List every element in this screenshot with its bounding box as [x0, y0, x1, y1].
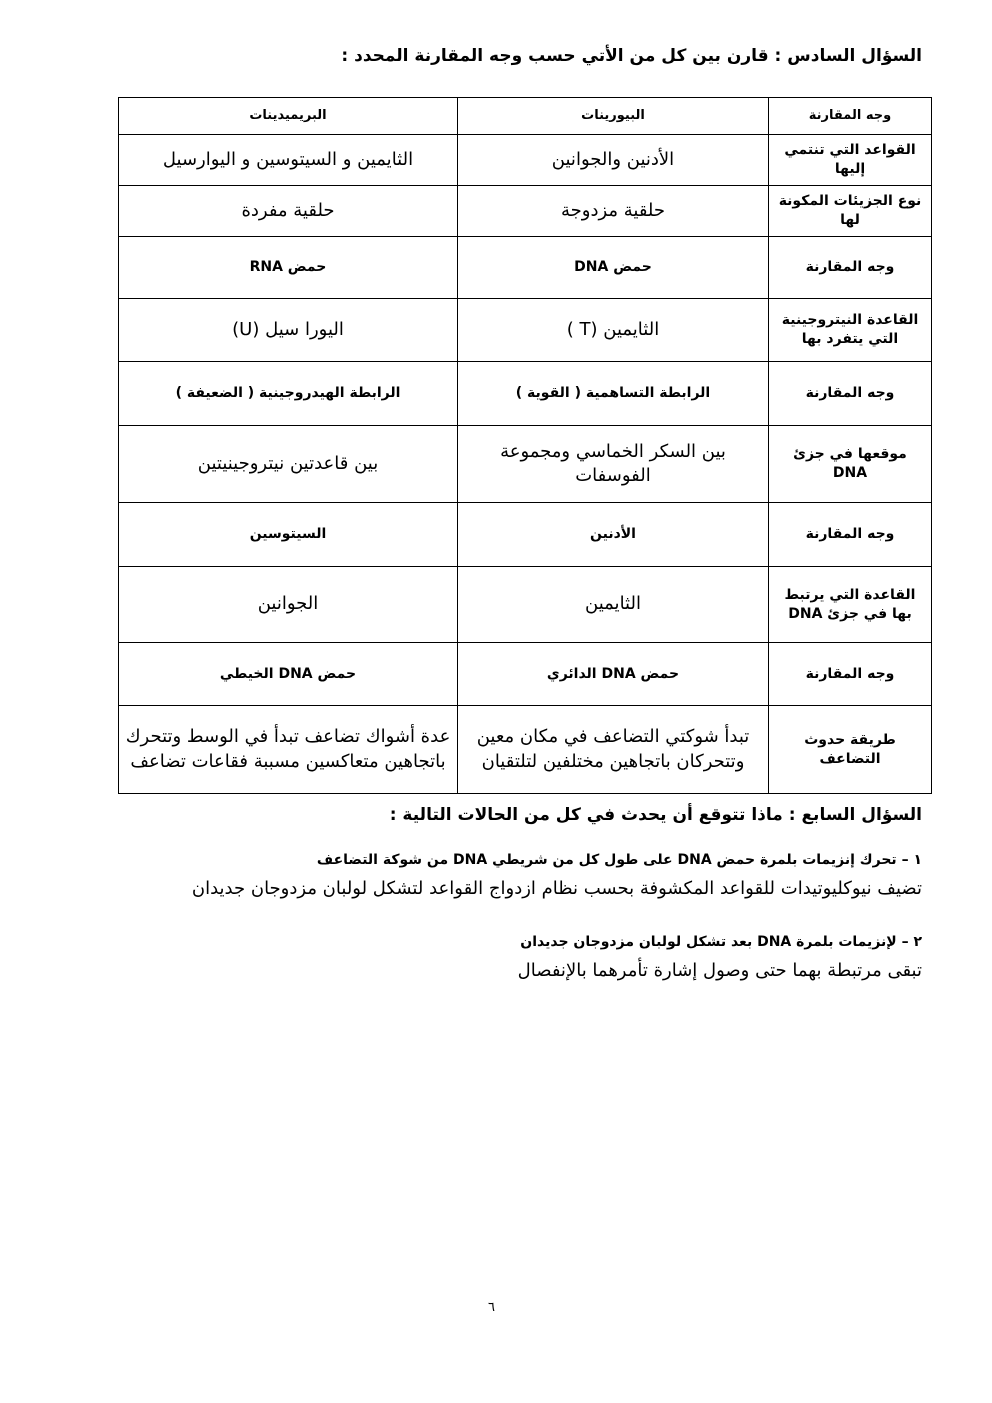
question-6-title: السؤال السادس : قارن بين كل من الأتي حسب… [341, 46, 922, 66]
cell-left: حمض DNA الخيطي [118, 642, 458, 706]
table-row: وجه المقارنة حمض DNA الدائري حمض DNA الخيط… [118, 642, 932, 706]
cell-mid: الأدنين [457, 502, 769, 567]
cell-mid: بين السكر الخماسي ومجموعة الفوسفات [457, 425, 769, 503]
cell-label: وجه المقارنة [768, 642, 932, 706]
cell-mid: البيورينات [457, 97, 769, 135]
cell-label: القاعدة التي يرتبط بها في جزئ DNA [768, 566, 932, 643]
q7-item-2-answer: تبقى مرتبطة بهما حتى وصول إشارة تأمرهما … [517, 960, 922, 981]
cell-left: الثايمين و السيتوسين و اليوارسيل [118, 134, 458, 186]
cell-mid: حمض DNA [457, 236, 769, 299]
table-row: القواعد التي تنتمي إليها الأدنين والجواني… [118, 134, 932, 186]
table-row: موقعها في جزئ DNA بين السكر الخماسي ومجمو… [118, 425, 932, 503]
comparison-table: وجه المقارنة البيورينات البريميدينات القواع… [118, 97, 932, 794]
cell-left: عدة أشواك تضاعف تبدأ في الوسط وتتحرك بات… [118, 705, 458, 794]
cell-label: وجه المقارنة [768, 361, 932, 426]
cell-label: القاعدة النيتروجينية التي يتفرد بها [768, 298, 932, 362]
cell-left: حلقية مفردة [118, 185, 458, 237]
cell-label: وجه المقارنة [768, 236, 932, 299]
cell-mid: الثايمين [457, 566, 769, 643]
cell-left: الجوانين [118, 566, 458, 643]
cell-left: الرابطة الهيدروجينية ( الضعيفة ) [118, 361, 458, 426]
cell-mid: الأدنين والجوانين [457, 134, 769, 186]
cell-mid: الثايمين (T ) [457, 298, 769, 362]
question-7-title: السؤال السابع : ماذا تتوقع أن يحدث في كل… [389, 805, 922, 825]
cell-left: بين قاعدتين نيتروجينيتين [118, 425, 458, 503]
cell-left: حمض RNA [118, 236, 458, 299]
q7-item-1-question: ١ – تحرك إنزيمات بلمرة حمض DNA على طول ك… [316, 852, 922, 868]
cell-left: اليورا سيل (U) [118, 298, 458, 362]
cell-left: السيتوسين [118, 502, 458, 567]
cell-mid: تبدأ شوكتي التضاعف في مكان معين وتتحركان… [457, 705, 769, 794]
cell-mid: حمض DNA الدائري [457, 642, 769, 706]
cell-label: القواعد التي تنتمي إليها [768, 134, 932, 186]
cell-mid: حلقية مزدوجة [457, 185, 769, 237]
table-row: وجه المقارنة البيورينات البريميدينات [118, 97, 932, 135]
q7-item-1-answer: تضيف نيوكليوتيدات للقواعد المكشوفة بحسب … [191, 878, 922, 899]
table-row: طريقة حدوث التضاعف تبدأ شوكتي التضاعف في … [118, 705, 932, 794]
q7-item-2-question: ٢ – لإنزيمات بلمرة DNA بعد تشكل لولبان م… [520, 934, 922, 950]
table-row: وجه المقارنة الأدنين السيتوسين [118, 502, 932, 567]
table-row: وجه المقارنة الرابطة التساهمية ( القوية )… [118, 361, 932, 426]
table-row: القاعدة النيتروجينية التي يتفرد بها الثاي… [118, 298, 932, 362]
table-row: وجه المقارنة حمض DNA حمض RNA [118, 236, 932, 299]
cell-label: وجه المقارنة [768, 97, 932, 135]
cell-label: طريقة حدوث التضاعف [768, 705, 932, 794]
cell-label: وجه المقارنة [768, 502, 932, 567]
cell-left: البريميدينات [118, 97, 458, 135]
cell-label: موقعها في جزئ DNA [768, 425, 932, 503]
page-number: ٦ [488, 1300, 495, 1315]
cell-label: نوع الجزيئات المكونة لها [768, 185, 932, 237]
cell-mid: الرابطة التساهمية ( القوية ) [457, 361, 769, 426]
table-row: نوع الجزيئات المكونة لها حلقية مزدوجة حلقي… [118, 185, 932, 237]
table-row: القاعدة التي يرتبط بها في جزئ DNA الثايمي… [118, 566, 932, 643]
